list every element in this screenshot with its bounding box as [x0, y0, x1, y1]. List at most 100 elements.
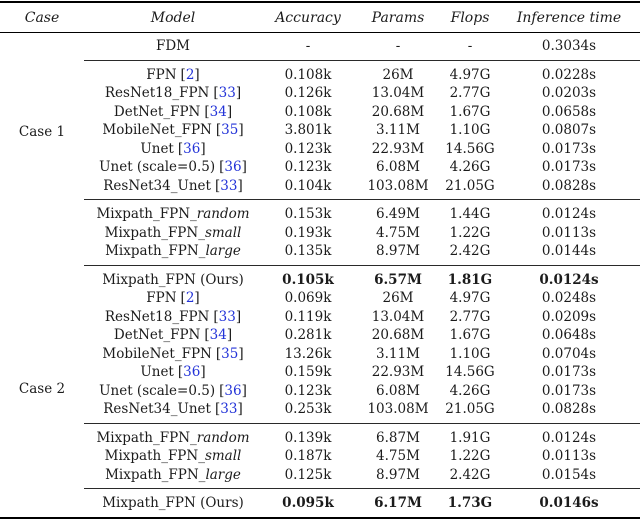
accuracy-cell: 0.125k: [284, 466, 332, 483]
header-row: Case Model Accuracy Params Flops Inferen…: [0, 2, 640, 33]
model-name: ResNet18_FPN: [104, 308, 210, 325]
citation-link[interactable]: 33: [218, 85, 236, 101]
params-cell: -: [395, 38, 401, 54]
params-cell: 6.49M: [354, 199, 442, 224]
params-cell: 8.97M: [376, 243, 420, 259]
model-cell: Mixpath_FPN_random: [84, 422, 262, 447]
accuracy-cell: 0.135k: [284, 243, 332, 259]
model-name: ResNet18_FPN: [104, 85, 210, 101]
header-flops: Flops: [442, 2, 498, 33]
accuracy-cell: 0.123k: [284, 159, 332, 175]
accuracy-cell: 0.123k: [284, 140, 332, 157]
citation-link[interactable]: 36: [224, 159, 242, 175]
table-row: MobileNet_FPN [35] 13.26k 3.11M 1.10G 0.0704s: [0, 345, 640, 364]
params-cell: 6.08M: [376, 382, 420, 399]
model-name-suffix: random: [196, 206, 250, 222]
table-row: Mixpath_FPN_large 0.125k 8.97M 2.42G 0.0154s: [0, 466, 640, 489]
header-params: Params: [354, 2, 442, 33]
model-cell: Mixpath_FPN (Ours): [84, 264, 262, 289]
params-cell: 6.87M: [354, 422, 442, 447]
inference-time-cell: 0.0173s: [541, 140, 597, 157]
flops-cell: 1.73G: [442, 488, 498, 518]
citation-close-bracket: ]: [200, 364, 206, 380]
case-label: Case 2: [18, 380, 66, 397]
citation-brackets: [34]: [204, 104, 232, 120]
model-name: ResNet34_Unet: [103, 177, 211, 194]
model-cell: Mixpath_FPN_small: [84, 447, 262, 466]
citation-brackets: [36]: [178, 141, 206, 157]
model-cell: ResNet18_FPN [33]: [84, 308, 262, 327]
citation-link[interactable]: 33: [218, 308, 236, 325]
model-name: Mixpath_FPN_: [105, 243, 206, 259]
accuracy-cell: -: [305, 38, 311, 54]
citation-link[interactable]: 33: [220, 401, 238, 417]
params-cell: 26M: [354, 59, 442, 84]
model-cell: Mixpath_FPN_small: [84, 224, 262, 243]
table-row: Unet (scale=0.5) [36] 0.123k 6.08M 4.26G 0.01…: [0, 382, 640, 401]
citation-open-bracket: [: [204, 103, 210, 120]
flops-cell: 21.05G: [445, 177, 495, 194]
citation-close-bracket: ]: [237, 177, 243, 194]
header-model: Model: [84, 2, 262, 33]
model-cell: Unet [36]: [84, 140, 262, 159]
citation-brackets: [36]: [219, 159, 247, 175]
accuracy-cell: 13.26k: [284, 345, 332, 362]
model-cell: Unet [36]: [84, 363, 262, 382]
citation-close-bracket: ]: [238, 122, 244, 138]
citation-link[interactable]: 33: [220, 177, 238, 194]
citation-link[interactable]: 36: [183, 364, 201, 380]
citation-open-bracket: [: [213, 85, 219, 101]
model-name-suffix: large: [205, 466, 241, 483]
citation-link[interactable]: 2: [185, 290, 195, 306]
table-row: ResNet18_FPN [33] 0.126k 13.04M 2.77G 0.0203s: [0, 84, 640, 103]
table-row: Unet [36] 0.123k 22.93M 14.56G 0.0173s: [0, 140, 640, 159]
accuracy-cell: 0.187k: [284, 448, 332, 464]
citation-close-bracket: ]: [235, 85, 242, 101]
flops-cell: 1.81G: [442, 264, 498, 289]
flops-cell: 1.22G: [449, 448, 491, 464]
citation-brackets: [2]: [181, 290, 200, 306]
case-spacer: [0, 200, 84, 266]
flops-cell: 4.97G: [449, 290, 491, 306]
citation-close-bracket: ]: [200, 140, 206, 157]
params-cell: 20.68M: [371, 103, 425, 120]
citation-link[interactable]: 2: [185, 66, 195, 83]
citation-open-bracket: [: [177, 364, 184, 380]
params-cell: 22.93M: [371, 364, 425, 380]
citation-brackets: [35]: [216, 346, 244, 362]
citation-brackets: [35]: [216, 122, 244, 138]
citation-link[interactable]: 35: [221, 122, 239, 138]
citation-link[interactable]: 34: [209, 327, 227, 343]
accuracy-cell: 0.193k: [284, 224, 332, 241]
model-cell: ResNet34_Unet [33]: [84, 177, 262, 200]
citation-brackets: [33]: [213, 85, 241, 101]
inference-time-cell: 0.0828s: [541, 401, 597, 417]
params-cell: 103.08M: [367, 401, 429, 417]
accuracy-cell: 3.801k: [284, 122, 332, 138]
case-label: Case 1: [18, 124, 66, 140]
inference-time-cell: 0.0704s: [541, 345, 597, 362]
citation-brackets: [34]: [204, 327, 232, 343]
citation-link[interactable]: 36: [183, 140, 201, 157]
accuracy-cell: 0.253k: [284, 401, 332, 417]
flops-cell: 14.56G: [445, 364, 495, 380]
citation-link[interactable]: 34: [209, 103, 227, 120]
accuracy-cell: 0.139k: [262, 422, 354, 447]
inference-time-cell: 0.0173s: [541, 382, 597, 399]
citation-open-bracket: [: [213, 308, 219, 325]
citation-open-bracket: [: [214, 401, 221, 417]
accuracy-cell: 0.119k: [284, 308, 332, 325]
citation-close-bracket: ]: [226, 327, 233, 343]
model-cell: DetNet_FPN [34]: [84, 326, 262, 345]
citation-link[interactable]: 36: [224, 382, 242, 399]
accuracy-cell: 0.105k: [262, 264, 354, 289]
flops-cell: 2.42G: [449, 466, 491, 483]
model-cell: FPN [2]: [84, 59, 262, 84]
citation-link[interactable]: 35: [221, 345, 239, 362]
case-spacer: [0, 265, 84, 289]
model-name-suffix: large: [205, 243, 241, 259]
inference-time-cell: 0.0124s: [498, 264, 640, 289]
inference-time-cell: 0.0146s: [498, 488, 640, 518]
